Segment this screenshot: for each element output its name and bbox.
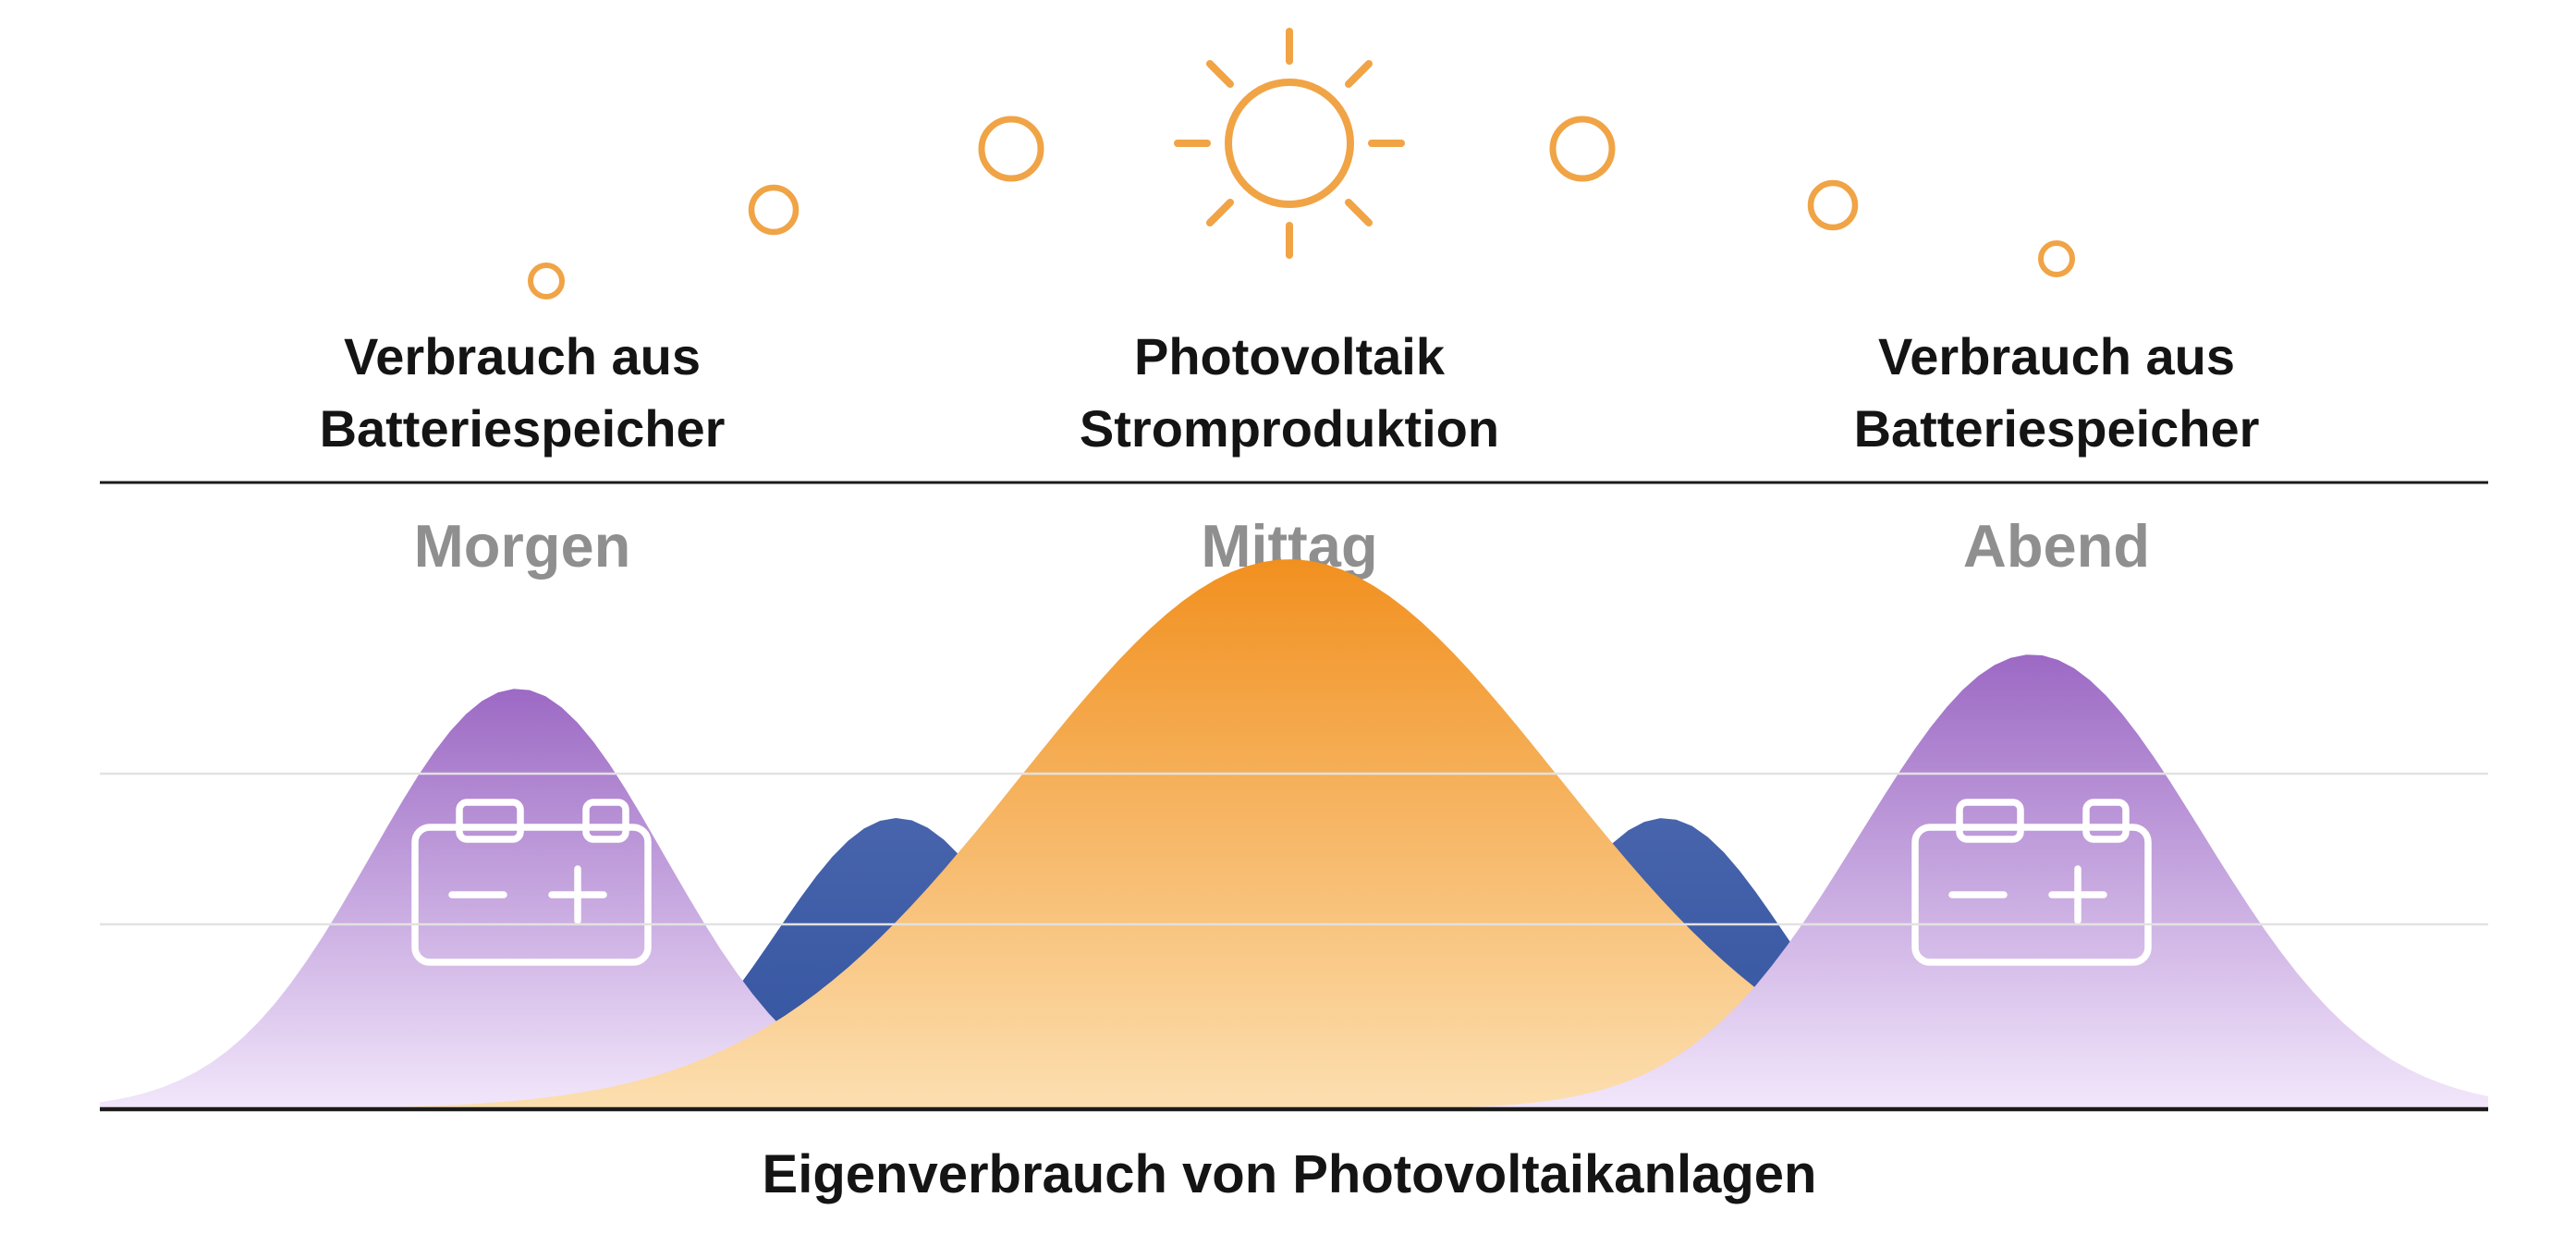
svg-text:Morgen: Morgen — [414, 512, 631, 580]
svg-text:Batteriespeicher: Batteriespeicher — [1854, 399, 2260, 458]
svg-text:Batteriespeicher: Batteriespeicher — [320, 399, 726, 458]
svg-text:Verbrauch aus: Verbrauch aus — [1878, 327, 2235, 385]
svg-text:Stromproduktion: Stromproduktion — [1080, 399, 1499, 458]
svg-text:Eigenverbrauch von Photovoltai: Eigenverbrauch von Photovoltaikanlagen — [763, 1144, 1817, 1204]
svg-text:Abend: Abend — [1963, 512, 2150, 580]
svg-text:Photovoltaik: Photovoltaik — [1134, 327, 1446, 385]
svg-text:Verbrauch aus: Verbrauch aus — [344, 327, 701, 385]
